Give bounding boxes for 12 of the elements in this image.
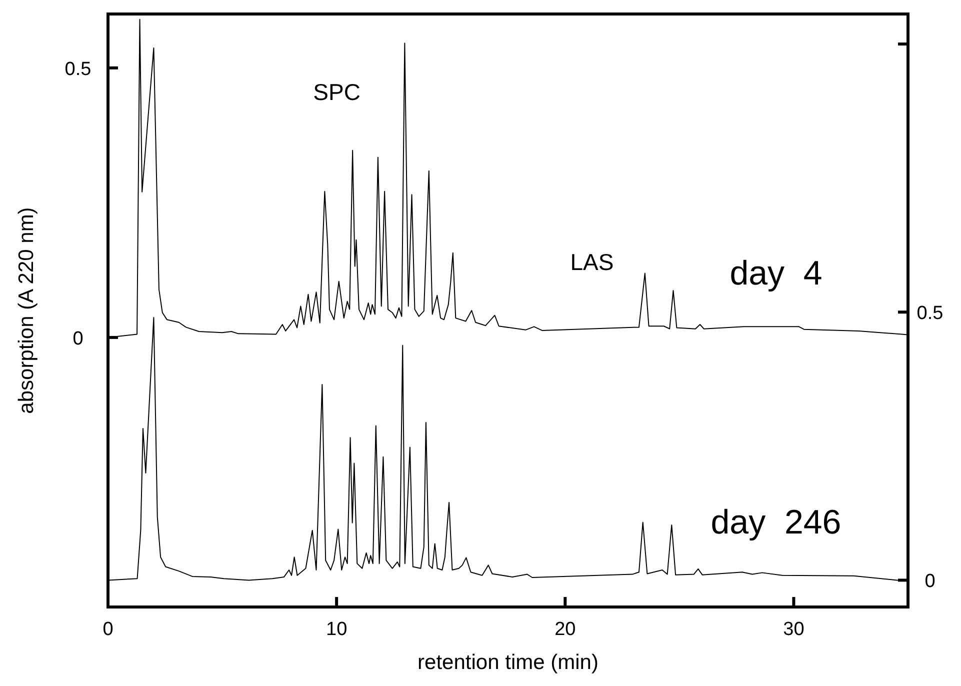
y-axis-title: absorption (A 220 nm) bbox=[15, 207, 38, 414]
x-tick-label: 10 bbox=[326, 619, 348, 640]
y2-tick-label: 0.5 bbox=[916, 303, 944, 324]
x-tick-label: 0 bbox=[102, 619, 114, 640]
x-axis-title: retention time (min) bbox=[418, 651, 598, 674]
annotation: LAS bbox=[570, 249, 614, 276]
annotation: SPC bbox=[313, 78, 360, 105]
series-label: day 4 bbox=[730, 254, 822, 293]
series-label: day 246 bbox=[710, 503, 842, 542]
x-tick-label: 20 bbox=[554, 619, 576, 640]
y2-tick-label: 0 bbox=[924, 571, 936, 592]
x-tick-label: 30 bbox=[783, 619, 804, 640]
